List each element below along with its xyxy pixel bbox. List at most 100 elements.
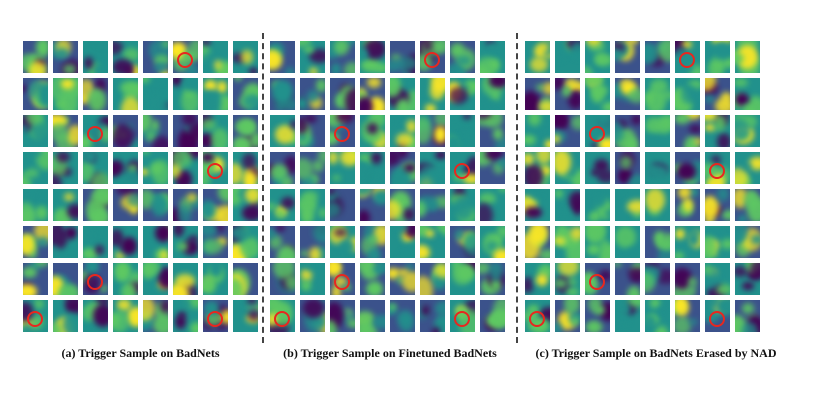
sample-tile [480,152,505,184]
sample-tile [143,78,168,110]
sample-tile [143,115,168,147]
sample-tile [83,78,108,110]
sample-tile [173,300,198,332]
sample-tile [390,226,415,258]
sample-tile [143,41,168,73]
sample-tile [555,226,580,258]
sample-tile [555,115,580,147]
sample-tile [705,78,730,110]
sample-tile [53,115,78,147]
panel-b-grid [270,41,505,332]
sample-tile [83,115,108,147]
sample-tile [450,226,475,258]
sample-tile [173,189,198,221]
sample-tile [645,41,670,73]
sample-tile [23,115,48,147]
trigger-marker [207,311,223,327]
sample-tile [705,41,730,73]
trigger-marker [87,274,103,290]
sample-tile [705,263,730,295]
sample-tile [270,300,295,332]
sample-tile [203,226,228,258]
sample-tile [735,115,760,147]
sample-tile [270,78,295,110]
sample-tile [645,115,670,147]
sample-tile [615,115,640,147]
sample-tile [615,263,640,295]
sample-tile [330,115,355,147]
sample-tile [203,189,228,221]
sample-tile [300,189,325,221]
sample-tile [675,152,700,184]
sample-tile [360,189,385,221]
sample-tile [450,189,475,221]
sample-tile [203,152,228,184]
sample-tile [360,152,385,184]
sample-tile [360,300,385,332]
sample-tile [645,300,670,332]
sample-tile [525,78,550,110]
sample-tile [143,152,168,184]
sample-tile [23,41,48,73]
sample-tile [203,263,228,295]
trigger-marker [274,311,290,327]
caption-a: (a) Trigger Sample on BadNets [61,346,220,360]
sample-tile [330,152,355,184]
sample-tile [615,78,640,110]
trigger-marker [27,311,43,327]
sample-grid [270,41,505,332]
sample-tile [270,115,295,147]
sample-tile [585,78,610,110]
sample-tile [735,152,760,184]
sample-tile [173,263,198,295]
sample-tile [233,152,258,184]
sample-tile [645,152,670,184]
sample-tile [735,189,760,221]
sample-tile [675,78,700,110]
sample-tile [300,300,325,332]
trigger-marker [334,274,350,290]
sample-tile [390,300,415,332]
trigger-marker [709,311,725,327]
trigger-marker [334,126,350,142]
sample-tile [735,78,760,110]
sample-tile [113,263,138,295]
sample-tile [390,78,415,110]
sample-tile [113,226,138,258]
sample-tile [203,300,228,332]
trigger-marker [454,311,470,327]
sample-tile [270,226,295,258]
sample-tile [83,189,108,221]
sample-tile [420,226,445,258]
sample-tile [113,189,138,221]
trigger-marker [709,163,725,179]
sample-tile [173,226,198,258]
sample-tile [420,41,445,73]
sample-tile [270,263,295,295]
sample-tile [23,300,48,332]
sample-tile [23,189,48,221]
trigger-marker [454,163,470,179]
sample-tile [645,189,670,221]
sample-tile [300,152,325,184]
sample-tile [525,152,550,184]
sample-tile [525,226,550,258]
trigger-marker [207,163,223,179]
sample-tile [480,115,505,147]
sample-tile [233,300,258,332]
sample-tile [23,78,48,110]
sample-tile [53,189,78,221]
trigger-marker [87,126,103,142]
sample-tile [143,300,168,332]
sample-tile [585,115,610,147]
sample-tile [203,78,228,110]
sample-tile [705,115,730,147]
sample-tile [330,300,355,332]
panel-divider [516,33,518,343]
sample-tile [705,152,730,184]
sample-grid [23,41,258,332]
sample-tile [203,115,228,147]
sample-tile [270,41,295,73]
trigger-marker [589,126,605,142]
